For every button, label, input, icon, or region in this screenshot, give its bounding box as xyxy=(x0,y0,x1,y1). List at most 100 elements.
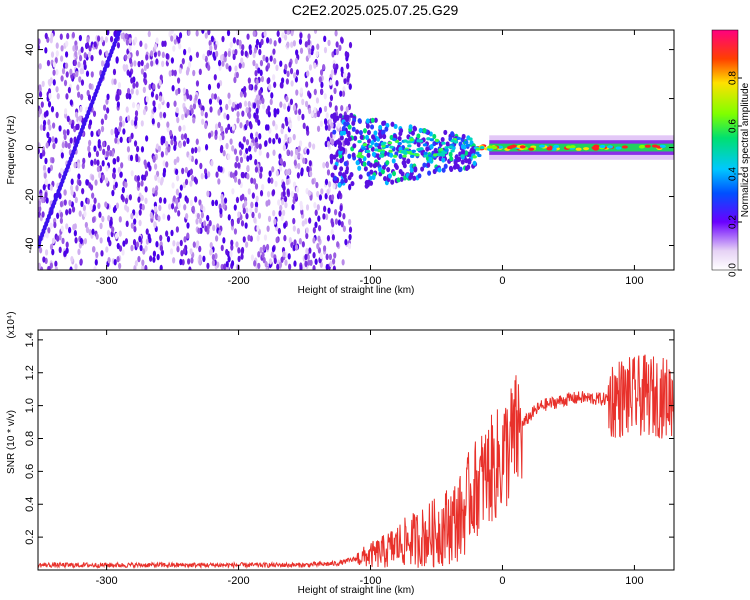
spectral-noise-cell xyxy=(323,105,328,113)
spectral-hotspot xyxy=(406,140,411,144)
spectral-transition-cell xyxy=(343,177,348,184)
spectral-transition-cell xyxy=(338,113,343,119)
spectral-noise-cell xyxy=(158,204,162,212)
spectral-noise-cell xyxy=(225,260,229,268)
spectral-noise-cell xyxy=(238,39,242,47)
spectral-hotspot xyxy=(450,149,455,153)
spectral-noise-cell xyxy=(298,238,302,245)
spectral-noise-cell xyxy=(73,229,77,237)
spectral-transition-cell xyxy=(370,146,375,152)
spectral-noise-cell xyxy=(246,173,250,180)
spectral-noise-cell xyxy=(239,122,243,129)
spectral-noise-cell xyxy=(330,122,334,129)
spectral-noise-cell xyxy=(330,218,334,225)
spectral-transition-cell xyxy=(409,167,414,173)
spectrogram-x-ticks: -300 -200 -100 0 100 xyxy=(96,30,644,287)
spectral-transition-cell xyxy=(345,114,350,120)
spectral-transition-cell xyxy=(445,141,450,147)
spectral-noise-cell xyxy=(116,101,120,108)
spectral-noise-cell xyxy=(180,133,185,141)
spectral-noise-cell xyxy=(215,235,219,242)
spectral-noise-cell xyxy=(267,77,271,84)
spectral-noise-cell xyxy=(111,189,115,197)
spectral-noise-cell xyxy=(206,214,210,222)
spectral-hotspot xyxy=(444,148,449,152)
spectral-noise-cell xyxy=(246,155,250,162)
spectral-noise-cell xyxy=(219,166,223,173)
spectral-noise-cell xyxy=(66,115,70,123)
y-tick-label: 0.4 xyxy=(24,497,36,512)
spectral-noise-cell xyxy=(240,171,244,179)
spectral-transition-cell xyxy=(390,179,395,185)
spectral-noise-cell xyxy=(79,105,83,113)
spectral-hotspot xyxy=(357,151,363,156)
spectral-noise-cell xyxy=(346,130,350,138)
spectral-noise-cell xyxy=(241,44,245,51)
spectral-noise-cell xyxy=(144,78,148,86)
spectral-noise-cell xyxy=(313,88,317,96)
spectral-noise-cell xyxy=(268,83,272,91)
spectral-noise-cell xyxy=(170,30,174,35)
spectral-noise-cell xyxy=(289,98,294,106)
spectral-noise-cell xyxy=(348,218,352,226)
spectral-transition-cell xyxy=(369,169,374,175)
spectral-noise-cell xyxy=(223,55,227,63)
spectral-noise-cell xyxy=(276,108,280,115)
spectral-noise-cell xyxy=(211,199,215,207)
spectral-noise-cell xyxy=(158,95,163,102)
colorbar-label: Normalized spectral amplitude xyxy=(740,82,750,217)
spectral-noise-cell xyxy=(182,87,186,94)
spectral-noise-cell xyxy=(71,206,76,213)
spectral-transition-cell xyxy=(333,175,338,181)
spectral-noise-cell xyxy=(58,172,62,179)
spectral-noise-cell xyxy=(313,30,318,34)
spectral-noise-cell xyxy=(292,40,296,47)
spectral-noise-cell xyxy=(130,119,134,126)
spectral-noise-cell xyxy=(140,59,144,67)
spectral-noise-cell xyxy=(130,132,134,140)
spectral-noise-cell xyxy=(87,151,92,158)
spectral-noise-cell xyxy=(152,100,156,107)
spectral-noise-cell xyxy=(120,32,124,40)
spectral-noise-cell xyxy=(236,103,240,110)
spectral-transition-cell xyxy=(349,172,354,178)
spectral-noise-cell xyxy=(63,250,67,257)
spectral-noise-cell xyxy=(100,36,104,43)
spectral-noise-cell xyxy=(319,120,324,127)
spectral-noise-cell xyxy=(55,69,59,76)
spectral-noise-cell xyxy=(93,145,97,152)
y-tick-label: 0.6 xyxy=(24,464,36,479)
spectral-noise-cell xyxy=(322,161,326,169)
spectral-noise-cell xyxy=(266,190,271,198)
spectral-noise-cell xyxy=(189,180,193,187)
spectral-noise-cell xyxy=(319,252,323,260)
spectral-noise-cell xyxy=(135,211,139,219)
spectral-noise-cell xyxy=(340,104,344,112)
spectral-noise-cell xyxy=(209,106,213,113)
spectral-noise-cell xyxy=(76,123,80,130)
spectral-noise-cell xyxy=(308,92,312,99)
spectral-noise-cell xyxy=(158,196,163,204)
spectral-noise-cell xyxy=(87,94,92,101)
spectral-noise-cell xyxy=(323,46,328,54)
spectral-noise-cell xyxy=(69,137,73,144)
spectral-noise-cell xyxy=(45,197,49,204)
carrier-band-peak xyxy=(506,145,513,150)
spectral-hotspot xyxy=(407,151,412,155)
spectral-noise-cell xyxy=(295,89,299,96)
spectral-noise-cell xyxy=(238,141,242,148)
spectral-noise-cell xyxy=(290,80,294,87)
spectral-noise-cell xyxy=(256,99,260,107)
spectral-noise-cell xyxy=(335,80,339,87)
spectral-noise-cell xyxy=(100,125,105,133)
spectral-transition-cell xyxy=(347,153,352,159)
spectral-noise-cell xyxy=(106,229,111,237)
spectral-noise-cell xyxy=(286,41,290,48)
spectral-noise-cell xyxy=(82,204,86,212)
spectral-noise-cell xyxy=(254,69,258,77)
spectral-hotspot xyxy=(456,136,461,140)
spectral-noise-cell xyxy=(300,204,304,211)
spectral-noise-cell xyxy=(250,177,254,184)
spectral-noise-cell xyxy=(155,58,159,65)
spectral-noise-cell xyxy=(147,233,151,240)
